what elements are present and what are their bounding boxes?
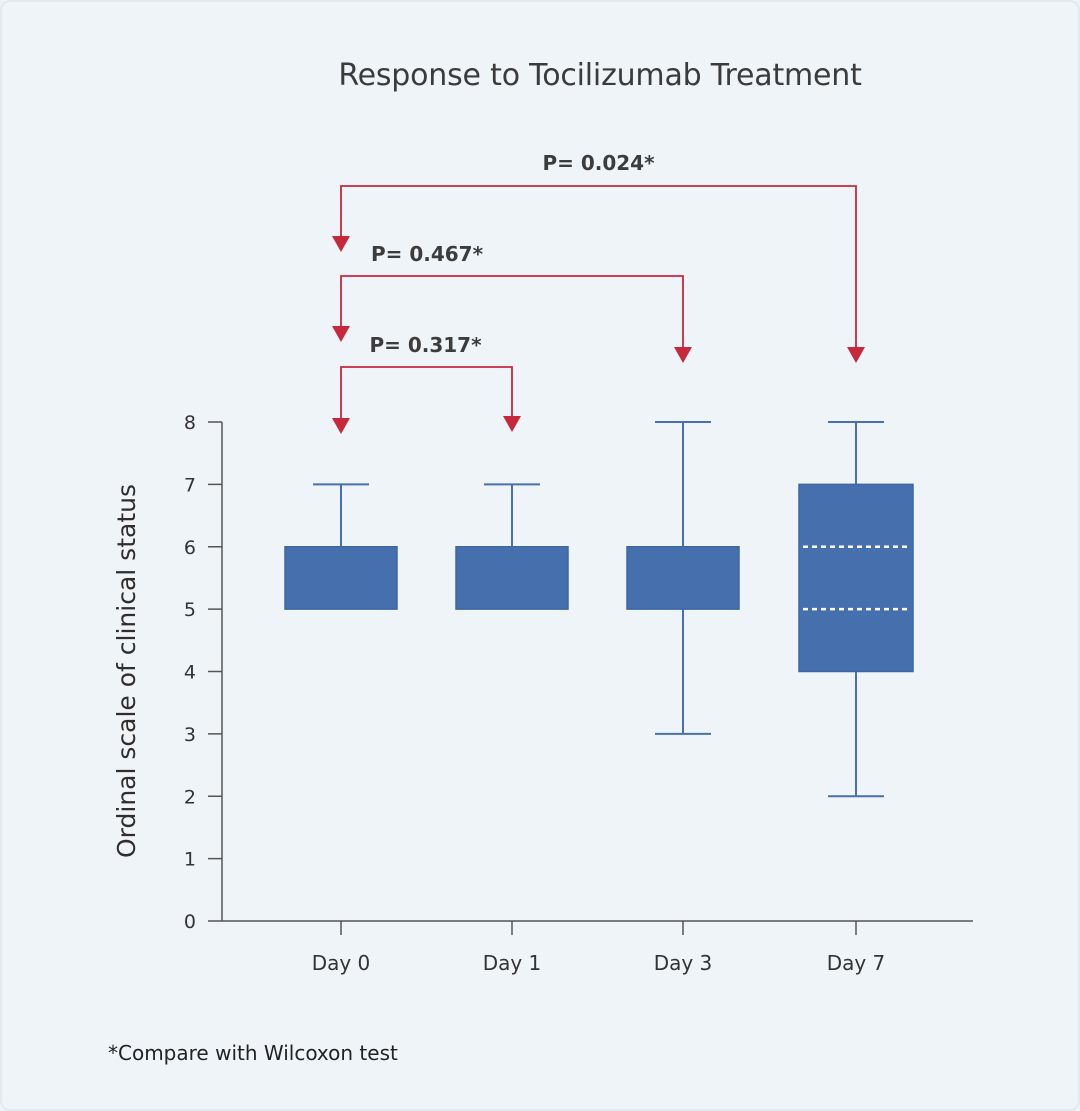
bracket-line	[340, 185, 857, 349]
y-tick-label: 3	[184, 724, 196, 746]
y-tick-label: 2	[184, 786, 196, 808]
bracket-day0-day7: P= 0.024*	[332, 151, 865, 363]
bracket-line	[340, 275, 684, 349]
box-body	[798, 483, 914, 673]
box-day-3	[626, 421, 740, 735]
y-tick-label: 0	[184, 911, 196, 933]
y-tick-label: 4	[184, 662, 196, 684]
y-tick-label: 1	[184, 849, 196, 871]
y-tick-label: 5	[184, 599, 196, 621]
p-value-label: P= 0.317*	[369, 333, 482, 357]
box-series	[284, 421, 914, 798]
bracket-day0-day3: P= 0.467*	[332, 242, 692, 363]
box-body	[626, 546, 740, 610]
chart-axes: 0 1 2 3 4 5 6 7 8 Day 0 Day 1 Day 3 Day 7	[184, 412, 973, 975]
y-tick-label: 6	[184, 537, 196, 559]
x-tick-label: Day 1	[483, 951, 542, 975]
box-body	[455, 546, 569, 610]
x-tick-label: Day 3	[654, 951, 713, 975]
arrowhead	[847, 347, 865, 363]
comparison-brackets: P= 0.317* P= 0.467* P= 0.024*	[332, 151, 865, 434]
y-axis-title: Ordinal scale of clinical status	[112, 484, 141, 858]
arrowhead	[503, 416, 521, 432]
bracket-day0-day1: P= 0.317*	[332, 333, 521, 434]
arrowhead	[332, 236, 350, 252]
x-tick-label: Day 7	[827, 951, 886, 975]
x-tick-label: Day 0	[312, 951, 371, 975]
arrowhead	[332, 418, 350, 434]
box-day-0	[284, 483, 398, 610]
bracket-line	[340, 366, 513, 420]
y-tick-label: 7	[184, 474, 196, 496]
y-tick-label: 8	[184, 412, 196, 434]
arrowhead	[674, 347, 692, 363]
p-value-label: P= 0.467*	[371, 242, 484, 266]
arrowhead	[332, 326, 350, 342]
chart-title: Response to Tocilizumab Treatment	[338, 58, 862, 93]
p-value-label: P= 0.024*	[542, 151, 655, 175]
footnote: *Compare with Wilcoxon test	[108, 1041, 398, 1065]
box-day-1	[455, 483, 569, 610]
box-body	[284, 546, 398, 610]
box-day-7	[798, 421, 914, 798]
